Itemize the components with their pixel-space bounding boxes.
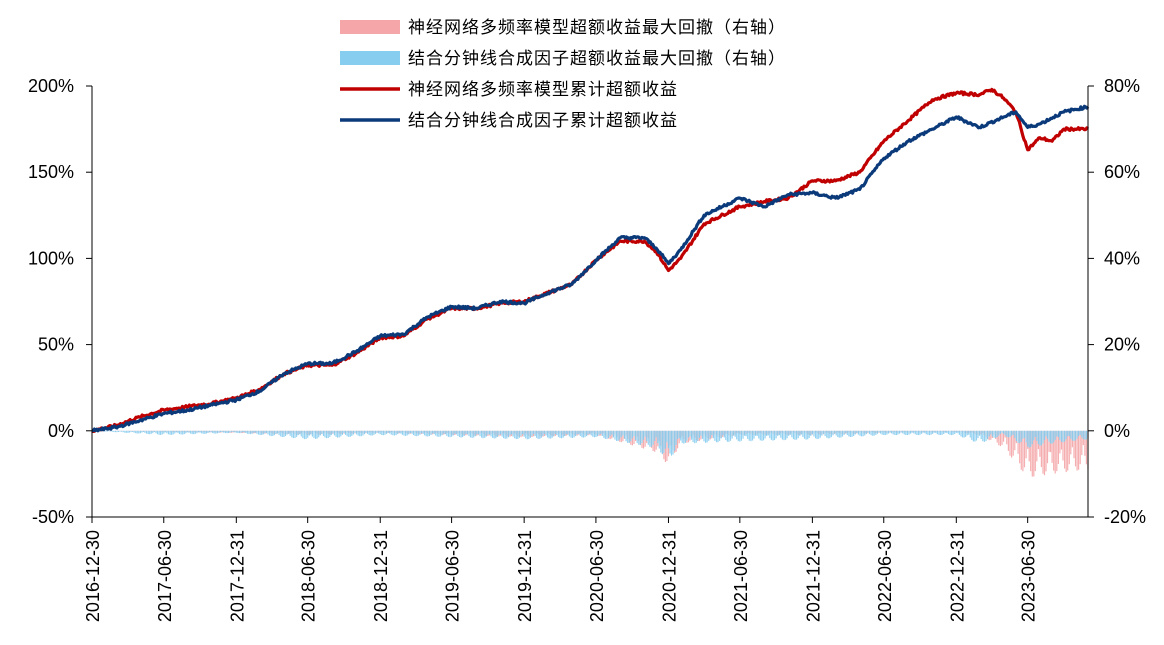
right-tick-label: 20% [1104, 335, 1140, 355]
x-tick-label: 2020-12-31 [660, 530, 680, 622]
x-tick-label: 2018-12-31 [371, 530, 391, 622]
right-tick-label: 40% [1104, 248, 1140, 268]
series-line-2 [91, 104, 1090, 433]
left-tick-label: 200% [28, 76, 74, 96]
cumulative-lines [91, 87, 1090, 433]
drawdown-series-1 [107, 430, 1089, 477]
x-tick-label: 2021-06-30 [731, 530, 751, 622]
x-tick-label: 2021-12-31 [803, 530, 823, 622]
drawdown-series-2 [99, 430, 1089, 456]
left-tick-label: -50% [32, 507, 74, 527]
right-tick-label: 80% [1104, 76, 1140, 96]
right-tick-label: 60% [1104, 162, 1140, 182]
legend-swatch [340, 51, 400, 65]
left-tick-label: 0% [48, 421, 74, 441]
legend-item-4: 结合分钟线合成因子累计超额收益 [340, 111, 678, 131]
legend-item-1: 神经网络多频率模型超额收益最大回撤（右轴） [340, 18, 786, 38]
legend: 神经网络多频率模型超额收益最大回撤（右轴） 结合分钟线合成因子超额收益最大回撤（右… [340, 18, 786, 131]
legend-label: 神经网络多频率模型超额收益最大回撤（右轴） [408, 18, 786, 38]
x-tick-label: 2018-06-30 [299, 530, 319, 622]
x-tick-label: 2022-06-30 [875, 530, 895, 622]
x-tick-label: 2016-12-30 [83, 530, 103, 622]
axes: -50% 0% 50% 100% 150% 200% -20% 0% 20% 40% 60% 80% 2… [28, 76, 1146, 622]
left-tick-label: 50% [38, 335, 74, 355]
x-tick-label: 2023-06-30 [1019, 530, 1039, 622]
legend-swatch [340, 20, 400, 34]
left-tick-label: 100% [28, 248, 74, 268]
legend-item-3: 神经网络多频率模型累计超额收益 [340, 80, 678, 100]
x-tick-label: 2020-06-30 [587, 530, 607, 622]
right-tick-label: -20% [1104, 507, 1146, 527]
legend-label: 结合分钟线合成因子累计超额收益 [408, 111, 678, 131]
left-tick-label: 150% [28, 162, 74, 182]
x-tick-label: 2019-06-30 [443, 530, 463, 622]
x-tick-label: 2022-12-31 [947, 530, 967, 622]
x-tick-label: 2017-12-31 [227, 530, 247, 622]
right-tick-label: 0% [1104, 421, 1130, 441]
x-tick-label: 2019-12-31 [515, 530, 535, 622]
x-tick-label: 2017-06-30 [155, 530, 175, 622]
series-line-1 [91, 87, 1090, 433]
legend-label: 神经网络多频率模型累计超额收益 [408, 80, 678, 100]
legend-label: 结合分钟线合成因子超额收益最大回撤（右轴） [408, 49, 786, 69]
legend-item-2: 结合分钟线合成因子超额收益最大回撤（右轴） [340, 49, 786, 69]
drawdown-areas [99, 430, 1089, 477]
